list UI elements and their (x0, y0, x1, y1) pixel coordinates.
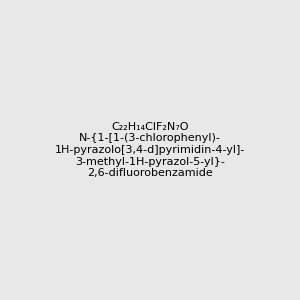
Text: C₂₂H₁₄ClF₂N₇O
N-{1-[1-(3-chlorophenyl)-
1H-pyrazolo[3,4-d]pyrimidin-4-yl]-
3-met: C₂₂H₁₄ClF₂N₇O N-{1-[1-(3-chlorophenyl)- … (55, 122, 245, 178)
